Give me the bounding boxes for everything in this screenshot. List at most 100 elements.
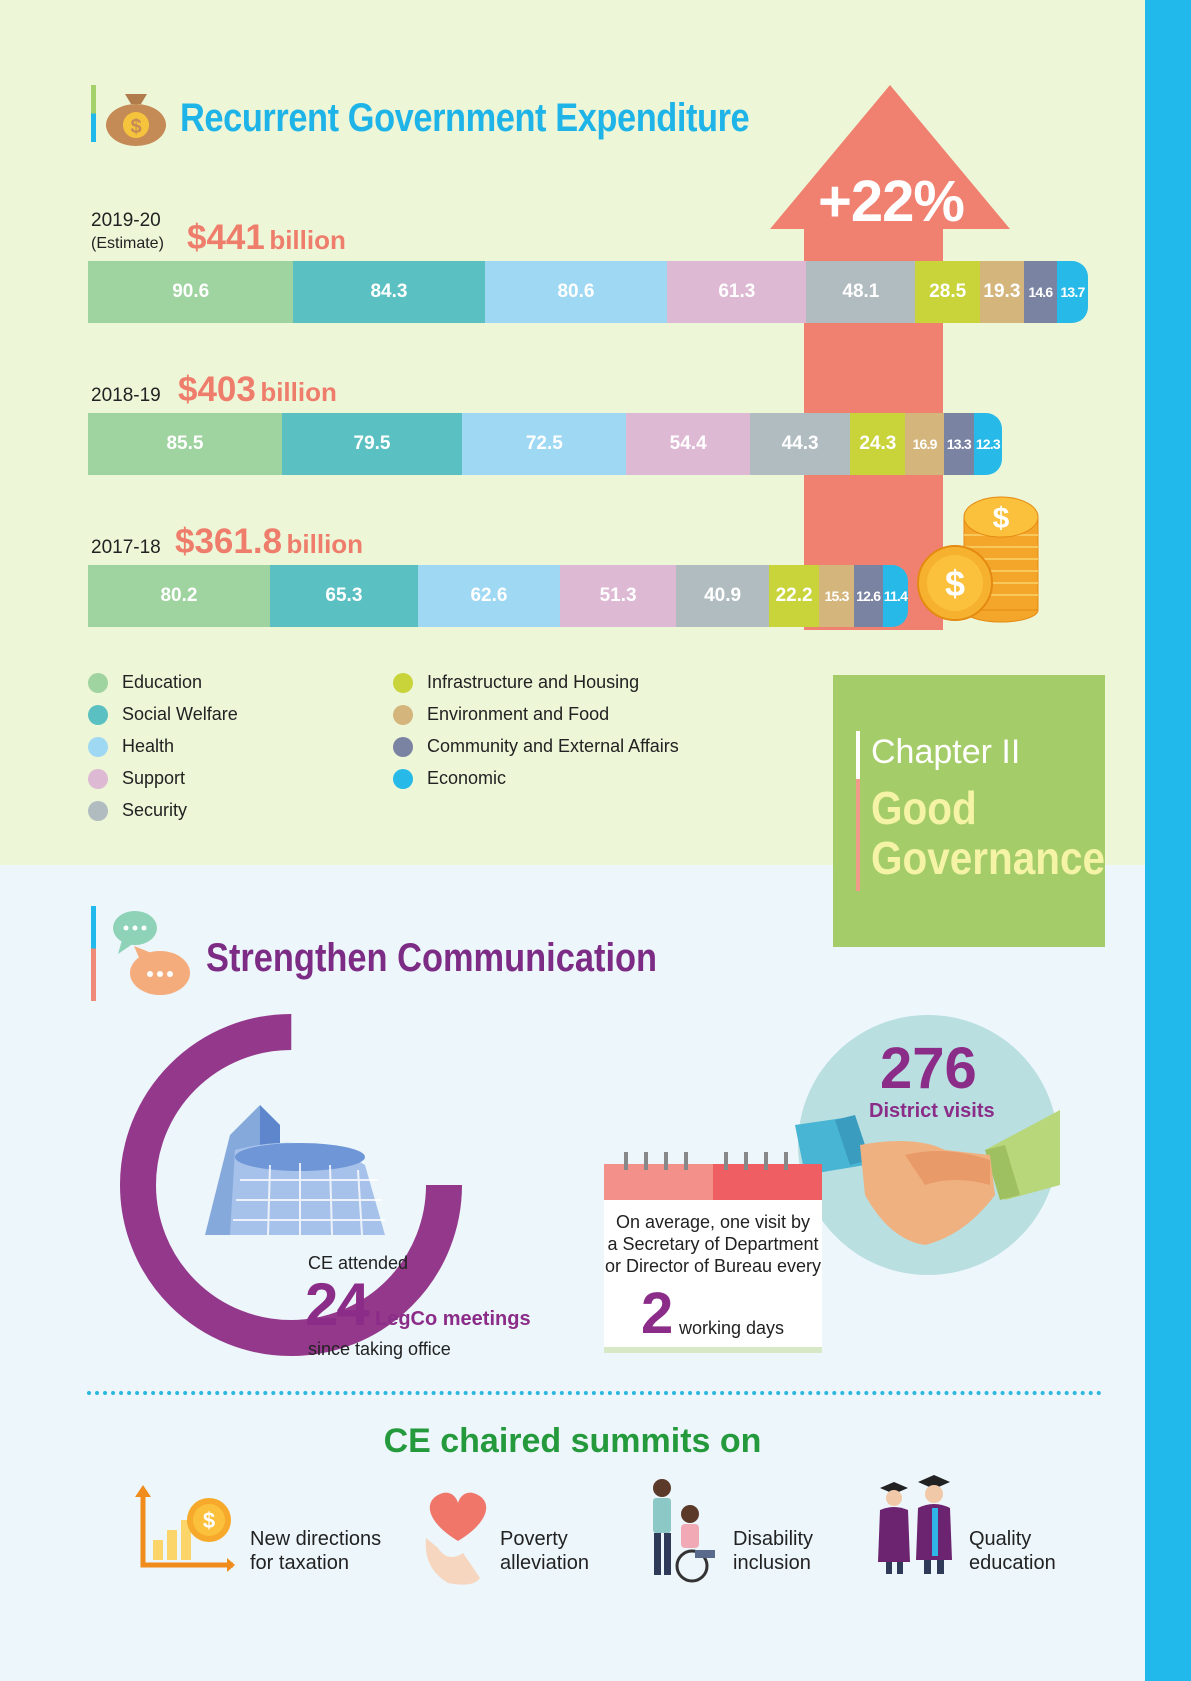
bar-segment-infrastructure-and-housing: 24.3 bbox=[850, 413, 906, 475]
legend-dot bbox=[88, 768, 108, 789]
communication-title: Strengthen Communication bbox=[206, 936, 658, 980]
legend-dot bbox=[393, 768, 413, 789]
bar-segment-community-and-external-affairs: 13.3 bbox=[943, 413, 974, 475]
svg-text:$: $ bbox=[945, 563, 965, 604]
bar-segment-security: 44.3 bbox=[749, 413, 851, 475]
summit-line1: Disability bbox=[733, 1528, 814, 1550]
legend-dot bbox=[88, 736, 108, 757]
bar-segment-education: 90.6 bbox=[88, 261, 294, 323]
legend-item-support: Support bbox=[88, 768, 185, 789]
bar-segment-security: 48.1 bbox=[806, 261, 916, 323]
bar-segment-health: 80.6 bbox=[484, 261, 668, 323]
increase-label: +22% bbox=[818, 169, 965, 234]
legco-post-text: since taking office bbox=[308, 1339, 451, 1359]
legend-dot bbox=[393, 672, 413, 693]
communication-accent bbox=[91, 906, 96, 1001]
chapter-title-line2: Governance bbox=[871, 832, 1105, 884]
total-unit-2019: billion bbox=[269, 225, 346, 255]
handshake-icon bbox=[795, 1110, 1060, 1245]
legend-item-economic: Economic bbox=[393, 768, 506, 789]
legend-item-environment: Environment and Food bbox=[393, 704, 609, 725]
legend-label: Community and External Affairs bbox=[427, 736, 679, 756]
ring-arc bbox=[120, 1014, 462, 1356]
legco-label: LegCo meetings bbox=[375, 1308, 531, 1330]
summit-label-taxation: New directions for taxation bbox=[250, 1527, 381, 1575]
summit-line1: New directions bbox=[250, 1528, 382, 1550]
graduates-icon bbox=[878, 1475, 952, 1574]
svg-text:$: $ bbox=[130, 116, 141, 138]
bar-segment-economic: 13.7 bbox=[1056, 261, 1088, 323]
legend-dot bbox=[88, 800, 108, 821]
coins-stack-icon: $ $ bbox=[917, 496, 1039, 623]
legend-item-community: Community and External Affairs bbox=[393, 736, 679, 757]
bar-segment-infrastructure-and-housing: 22.2 bbox=[768, 565, 820, 627]
bar-segment-infrastructure-and-housing: 28.5 bbox=[915, 261, 981, 323]
legend-label: Social Welfare bbox=[122, 704, 238, 724]
section-divider bbox=[87, 1391, 1102, 1395]
legco-building-icon bbox=[205, 1105, 385, 1236]
legco-progress-ring bbox=[120, 1014, 462, 1356]
chapter-title-line1: Good bbox=[871, 782, 977, 834]
visit-text-line2: a Secretary of Department bbox=[607, 1234, 819, 1254]
bar-segment-environment-and-food: 19.3 bbox=[980, 261, 1024, 323]
header-accent bbox=[91, 85, 96, 142]
summit-line1: Quality bbox=[969, 1528, 1032, 1550]
legend-label: Security bbox=[122, 800, 188, 820]
legend-dot bbox=[393, 736, 413, 757]
legend-label: Economic bbox=[427, 768, 507, 788]
stacked-bar-2019: 90.6 84.3 80.6 61.3 48.1 28.5 19.3 14.6 13.7 bbox=[88, 261, 1088, 323]
bar-segment-environment-and-food: 15.3 bbox=[819, 565, 854, 627]
legend-item-education: Education bbox=[88, 672, 202, 693]
summit-label-education: Quality education bbox=[969, 1527, 1056, 1575]
chapter-accent-lower bbox=[856, 779, 860, 891]
summit-line2: inclusion bbox=[733, 1552, 811, 1574]
expenditure-title: Recurrent Government Expenditure bbox=[180, 96, 750, 140]
bar-segment-education: 85.5 bbox=[88, 413, 282, 475]
wheelchair-people-icon bbox=[653, 1479, 715, 1583]
total-2018: $403 billion bbox=[178, 370, 337, 410]
bar-segment-education: 80.2 bbox=[88, 565, 270, 627]
legend-label: Education bbox=[122, 672, 203, 692]
chapter-number: Chapter II bbox=[871, 733, 1021, 771]
bar-segment-support: 51.3 bbox=[559, 565, 677, 627]
total-unit-2018: billion bbox=[260, 377, 337, 407]
bar-segment-support: 61.3 bbox=[667, 261, 807, 323]
tax-chart-icon: $ bbox=[135, 1485, 235, 1572]
bar-segment-social-welfare: 84.3 bbox=[293, 261, 485, 323]
bar-segment-health: 72.5 bbox=[462, 413, 627, 475]
total-unit-2017: billion bbox=[286, 529, 364, 559]
visit-text-line3: or Director of Bureau every bbox=[604, 1256, 822, 1276]
money-bag-icon: $ bbox=[106, 94, 166, 146]
legend-label: Health bbox=[122, 736, 175, 756]
visit-number: 2 bbox=[641, 1281, 674, 1346]
bar-segment-economic: 12.3 bbox=[973, 413, 1002, 475]
chapter-title: Good Governance bbox=[871, 783, 1105, 883]
stacked-bar-2018: 85.5 79.5 72.5 54.4 44.3 24.3 16.9 13.3 12.3 bbox=[88, 413, 1002, 475]
bar-segment-health: 62.6 bbox=[417, 565, 560, 627]
total-value-2017: $361.8 bbox=[175, 522, 283, 561]
legend-item-health: Health bbox=[88, 736, 174, 757]
svg-text:$: $ bbox=[203, 1508, 215, 1533]
calendar-body bbox=[604, 1200, 822, 1353]
year-label-2018: 2018-19 bbox=[91, 385, 161, 406]
bar-segment-community-and-external-affairs: 14.6 bbox=[1023, 261, 1057, 323]
calendar-icon bbox=[604, 1152, 822, 1200]
total-value-2019: $441 bbox=[187, 218, 265, 257]
legend-item-social-welfare: Social Welfare bbox=[88, 704, 238, 725]
bar-segment-security: 40.9 bbox=[676, 565, 769, 627]
legend-item-security: Security bbox=[88, 800, 187, 821]
summit-label-disability: Disability inclusion bbox=[733, 1527, 813, 1575]
year-label-2017: 2017-18 bbox=[91, 537, 161, 558]
district-visits-label: District visits bbox=[869, 1100, 995, 1122]
legend-label: Environment and Food bbox=[427, 704, 610, 724]
visit-text-line1: On average, one visit by bbox=[615, 1212, 811, 1232]
bar-segment-environment-and-food: 16.9 bbox=[905, 413, 944, 475]
bar-segment-support: 54.4 bbox=[626, 413, 750, 475]
legend-dot bbox=[88, 704, 108, 725]
svg-text:$: $ bbox=[993, 502, 1010, 535]
summit-label-poverty: Poverty alleviation bbox=[500, 1527, 589, 1575]
speech-bubbles-icon bbox=[113, 911, 190, 995]
visit-unit: working days bbox=[679, 1318, 785, 1338]
legco-pre-text: CE attended bbox=[308, 1253, 409, 1273]
right-edge-strip bbox=[1145, 0, 1191, 1681]
